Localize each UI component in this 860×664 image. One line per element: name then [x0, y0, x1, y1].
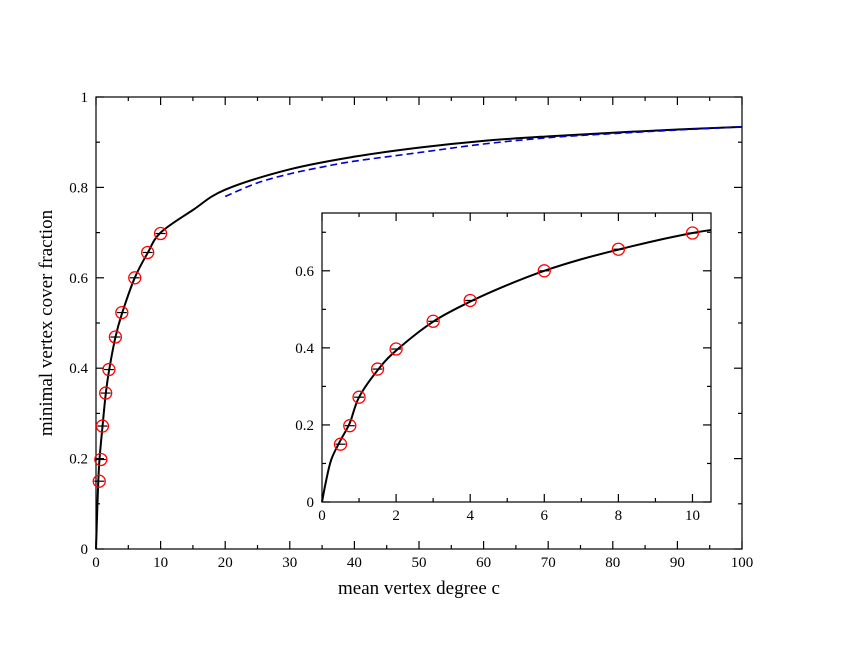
y-axis-label: minimal vertex cover fraction	[36, 209, 57, 436]
y-tick-label: 0.2	[69, 452, 88, 468]
asymptotic-dashed-curve	[224, 126, 743, 198]
main-ticks	[95, 96, 743, 550]
main-series	[92, 125, 743, 550]
y-tick-label: 0.6	[295, 264, 314, 280]
data-point-marker	[611, 242, 626, 256]
data-point-marker	[102, 362, 116, 377]
x-tick-label: 10	[685, 508, 700, 524]
data-point-marker	[463, 293, 477, 308]
y-tick-label: 0.8	[69, 180, 88, 196]
data-point-marker	[128, 271, 142, 285]
x-tick-label: 70	[541, 555, 556, 571]
data-point-marker	[95, 419, 110, 433]
data-point-marker	[141, 245, 155, 260]
x-tick-label: 4	[466, 508, 474, 524]
data-point-marker	[333, 437, 348, 451]
data-point-marker	[115, 305, 129, 320]
inset-background	[322, 213, 711, 502]
x-axis-label: mean vertex degree c	[338, 578, 500, 599]
data-point-marker	[94, 452, 108, 467]
y-tick-label: 1	[81, 90, 89, 106]
data-point-marker	[537, 264, 551, 278]
x-tick-label: 30	[282, 555, 297, 571]
x-tick-label: 40	[347, 555, 362, 571]
y-tick-label: 0	[81, 542, 89, 558]
data-point-marker	[685, 226, 700, 240]
y-tick-label: 0.4	[69, 361, 88, 377]
data-point-marker	[389, 342, 403, 356]
x-tick-label: 6	[541, 508, 549, 524]
x-tick-label: 0	[318, 508, 326, 524]
x-tick-label: 80	[605, 555, 620, 571]
inset-series	[321, 226, 712, 503]
x-tick-label: 60	[476, 555, 491, 571]
y-tick-label: 0	[307, 495, 315, 511]
x-tick-label: 8	[615, 508, 623, 524]
data-point-marker	[352, 390, 366, 404]
data-point-marker	[426, 314, 440, 328]
x-tick-label: 90	[670, 555, 685, 571]
data-point-marker	[343, 419, 357, 433]
x-tick-label: 20	[218, 555, 233, 571]
data-point-marker	[370, 362, 385, 376]
data-point-marker	[99, 386, 113, 400]
data-point-marker	[153, 226, 168, 241]
x-tick-label: 100	[731, 555, 754, 571]
y-tick-label: 0.2	[295, 418, 314, 434]
inset-tick-labels: 0 2 4 6 8 10 0 0.2 0.4 0.6	[295, 264, 700, 524]
inset-plot-frame	[321, 212, 712, 503]
data-point-marker	[108, 330, 123, 344]
inset-plot: 0 2 4 6 8 10 0 0.2 0.4 0.6	[295, 212, 712, 524]
x-tick-label: 0	[92, 555, 100, 571]
theory-curve	[95, 125, 743, 550]
y-tick-label: 0.6	[69, 271, 88, 287]
x-tick-label: 10	[153, 555, 168, 571]
y-tick-label: 0.4	[295, 341, 314, 357]
data-point-marker	[92, 474, 106, 488]
x-tick-label: 2	[392, 508, 400, 524]
x-tick-label: 50	[412, 555, 427, 571]
